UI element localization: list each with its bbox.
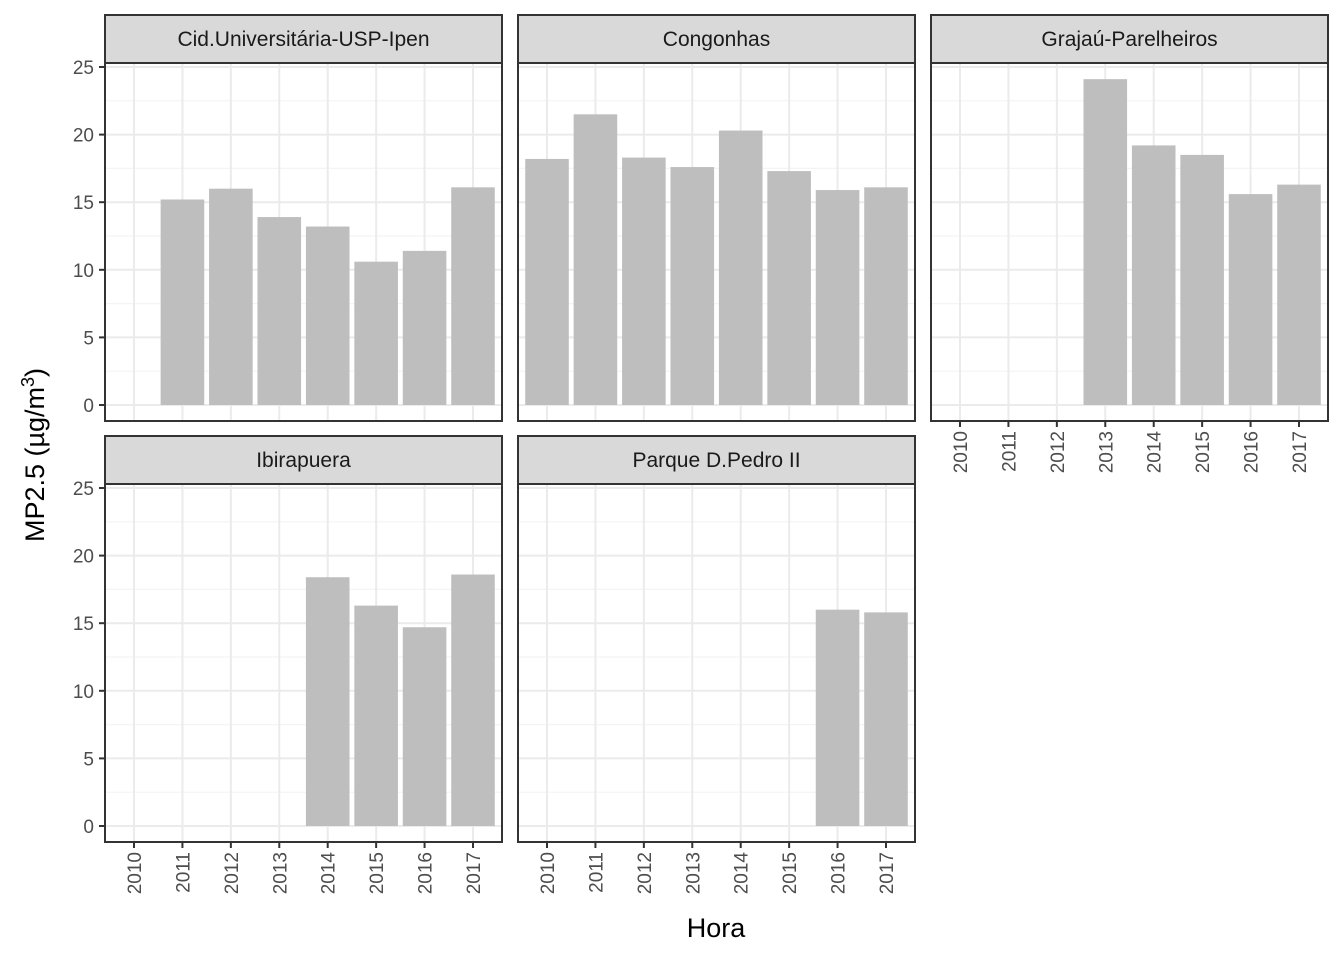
x-tick-label: 2014 [732,852,753,895]
bar-congonhas-2014 [718,130,763,405]
y-tick-label: 0 [83,817,94,838]
y-tick-label: 0 [83,396,94,417]
x-tick-label: 2012 [222,852,243,894]
bar-congonhas-2015 [767,171,811,405]
facet-panel-4: Ibirapuera 0 5 10 15 20 25 2010 2011 2012 2013 2014… [73,435,503,895]
bar-congonhas-2011 [573,114,618,405]
y-tick-label: 20 [73,126,94,147]
x-tick-label: 2010 [125,852,146,894]
bar-ibirapuera-2015 [354,605,398,826]
x-axis-title: Hora [687,913,747,943]
bar-graja-parelheiros-2016 [1228,194,1273,405]
bar-ibirapuera-2014 [305,577,350,826]
y-axis-title-close: ) [20,368,50,377]
facet-strip-label: Congonhas [663,28,770,51]
x-tick-label: 2011 [586,852,607,893]
y-tick-label: 15 [73,193,94,214]
bar-congonhas-2012 [622,157,666,405]
bar-congonhas-2013 [670,167,715,405]
facet-strip-label: Cid.Universitária-USP-Ipen [177,28,429,51]
bar-parque-d-pedro-ii-2016 [815,609,860,826]
facet-strip [930,14,1329,64]
facet-strip-label: Parque D.Pedro II [632,449,800,472]
bar-parque-d-pedro-ii-2017 [864,612,908,826]
facet-strip-label: Ibirapuera [256,449,351,472]
bar-cid-universit-ria-usp-ipen-2015 [354,261,398,405]
bar-congonhas-2016 [815,190,860,405]
x-tick-label: 2013 [270,852,291,894]
x-tick-label: 2015 [367,852,388,894]
facet-strip [517,435,916,485]
x-tick-label: 2016 [829,852,850,894]
y-tick-label: 15 [73,614,94,635]
x-tick-label: 2013 [1096,431,1117,473]
y-axis-title-superscript: 3 [18,377,38,387]
y-axis-title: MP2.5 (µg/m3) [18,368,50,542]
bar-cid-universit-ria-usp-ipen-2013 [257,217,302,405]
x-tick-label: 2017 [877,852,898,894]
bar-graja-parelheiros-2017 [1277,184,1321,405]
x-tick-label: 2016 [416,852,437,894]
bar-graja-parelheiros-2014 [1131,145,1176,405]
x-tick-label: 2013 [683,852,704,894]
x-tick-label: 2015 [780,852,801,894]
y-tick-label: 25 [73,479,94,500]
facet-panel-3: Grajaú-Parelheiros 2010 2011 2012 2013 2014 20… [930,14,1329,474]
bar-congonhas-2010 [525,158,569,405]
bar-graja-parelheiros-2013 [1083,79,1128,405]
x-tick-label: 2012 [635,852,656,894]
bar-ibirapuera-2016 [402,627,447,826]
x-tick-label: 2014 [319,852,340,895]
bar-cid-universit-ria-usp-ipen-2016 [402,250,447,405]
x-tick-label: 2015 [1193,431,1214,473]
facet-strip [104,435,503,485]
bar-ibirapuera-2017 [451,574,495,826]
facet-strip [104,14,503,64]
x-tick-label: 2014 [1145,431,1166,474]
x-tick-label: 2017 [1290,431,1311,473]
x-tick-label: 2010 [538,852,559,894]
facet-strip [517,14,916,64]
x-tick-label: 2012 [1048,431,1069,473]
bar-congonhas-2017 [864,187,908,405]
facet-panel-2: Congonhas [517,14,916,422]
y-tick-label: 25 [73,58,94,79]
bar-cid-universit-ria-usp-ipen-2017 [451,187,495,405]
x-tick-label: 2010 [951,431,972,473]
bar-cid-universit-ria-usp-ipen-2012 [209,188,253,405]
facet-panel-5: Parque D.Pedro II 2010 2011 2012 2013 2014 201… [517,435,916,895]
bar-cid-universit-ria-usp-ipen-2011 [160,199,205,405]
bar-graja-parelheiros-2015 [1180,154,1224,405]
y-tick-label: 5 [83,328,94,349]
x-tick-label: 2017 [464,852,485,894]
x-tick-label: 2011 [999,431,1020,472]
x-tick-label: 2011 [173,852,194,893]
x-tick-label: 2016 [1242,431,1263,473]
facet-panel-1: Cid.Universitária-USP-Ipen 0 5 10 15 20 25 [73,14,503,422]
facet-strip-label: Grajaú-Parelheiros [1041,28,1217,51]
y-tick-label: 5 [83,749,94,770]
y-tick-label: 10 [73,261,94,282]
y-tick-label: 20 [73,547,94,568]
bar-cid-universit-ria-usp-ipen-2014 [305,226,350,405]
y-tick-label: 10 [73,682,94,703]
